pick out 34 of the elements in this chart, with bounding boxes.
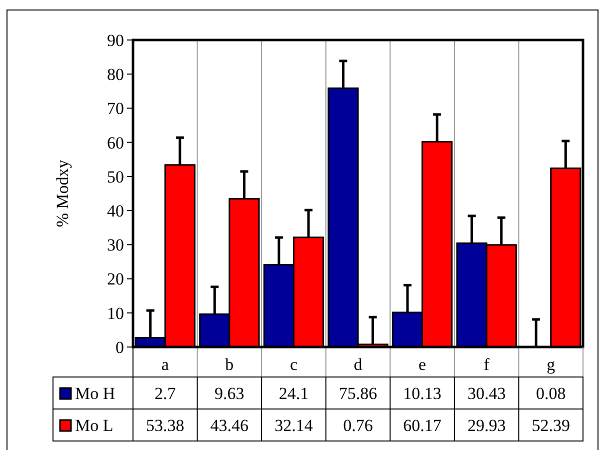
y-tick-label: 30 [107, 236, 124, 255]
x-tick-label: a [161, 355, 170, 374]
data-label: 53.38 [146, 416, 184, 435]
y-tick-label: 10 [107, 304, 124, 323]
data-label: 52.39 [532, 416, 570, 435]
y-tick-label: 40 [107, 202, 124, 221]
legend-label: Mo H [75, 384, 116, 403]
x-tick-label: b [225, 355, 234, 374]
data-label: 75.86 [338, 384, 378, 403]
y-tick-label: 20 [107, 270, 124, 289]
data-label: 24.1 [278, 384, 309, 403]
data-label: 9.63 [214, 384, 244, 403]
data-label: 10.13 [403, 384, 442, 403]
x-tick-label: f [484, 355, 490, 374]
y-tick-label: 90 [107, 30, 124, 50]
data-label: 60.17 [403, 416, 442, 435]
x-tick-label: c [290, 355, 298, 374]
data-label: 30.43 [467, 384, 506, 403]
y-tick-label: 80 [107, 65, 124, 84]
data-label: 32.14 [274, 416, 314, 435]
y-tick-label: 50 [107, 167, 124, 186]
y-tick-label: 60 [107, 133, 124, 152]
x-tick-label: g [546, 355, 556, 374]
x-tick-label: d [354, 355, 363, 374]
y-tick-label: 70 [107, 99, 124, 118]
y-axis-title: % Modxy [53, 159, 72, 228]
data-label: 29.93 [467, 416, 506, 435]
legend-label: Mo L [75, 416, 114, 435]
data-label: 2.7 [154, 384, 176, 403]
data-label: 43.46 [210, 416, 249, 435]
data-label: 0.08 [536, 384, 566, 403]
data-label: 0.76 [343, 416, 373, 435]
y-tick-label: 0 [116, 338, 124, 357]
x-tick-label: e [418, 355, 426, 374]
